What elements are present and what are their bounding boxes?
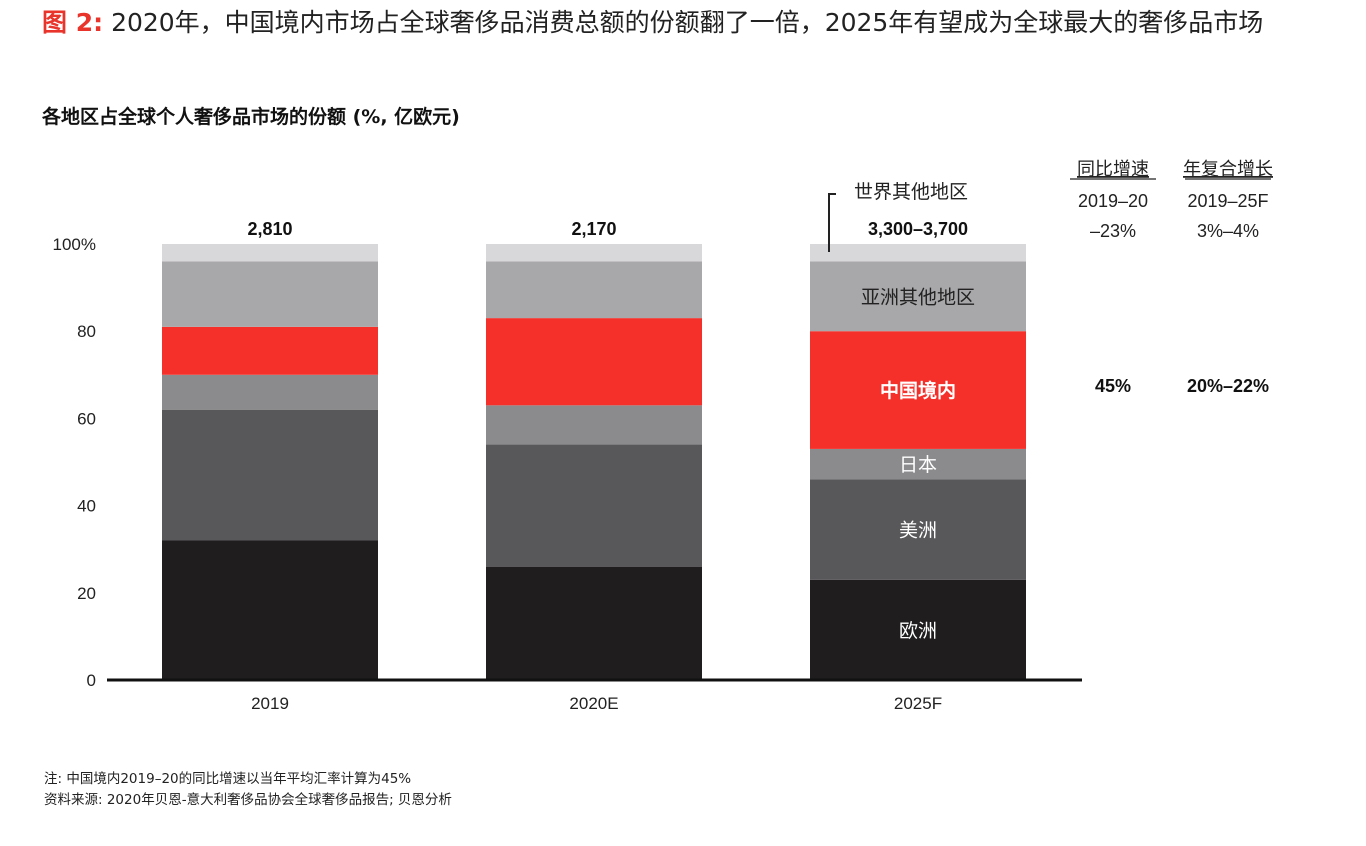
bar-segment-2020E-中国境内	[486, 318, 702, 406]
bar-segment-2020E-日本	[486, 405, 702, 445]
bar-segment-2019-亚洲其他地区	[162, 261, 378, 327]
bar-segment-2019-世界其他地区	[162, 244, 378, 262]
segment-label: 世界其他地区	[854, 181, 968, 203]
bar-segment-2020E-世界其他地区	[486, 244, 702, 262]
bar-segment-2020E-亚洲其他地区	[486, 261, 702, 319]
segment-label: 欧洲	[899, 620, 937, 642]
segment-label: 亚洲其他地区	[861, 286, 975, 308]
bar-segment-2019-中国境内	[162, 326, 378, 375]
footnote-source: 资料来源: 2020年贝恩-意大利奢侈品协会全球奢侈品报告; 贝恩分析	[44, 792, 452, 808]
bar-segment-2025F-日本	[810, 448, 1026, 480]
bar-segment-2020E-欧洲	[486, 566, 702, 680]
table-header: 年复合增长	[1183, 159, 1273, 179]
footnote-note: 注: 中国境内2019–20的同比增速以当年平均汇率计算为45%	[44, 771, 412, 787]
segment-label: 中国境内	[880, 379, 956, 402]
bar-segment-2025F-亚洲其他地区	[810, 261, 1026, 332]
y-tick-label: 80	[77, 322, 96, 341]
x-tick-label: 2025F	[894, 694, 942, 713]
y-tick-label: 40	[77, 497, 96, 516]
segment-label: 美洲	[899, 520, 937, 542]
bar-segment-2019-日本	[162, 374, 378, 410]
figure-title-text: 2020年，中国境内市场占全球奢侈品消费总额的份额翻了一倍，2025年有望成为全…	[111, 8, 1264, 37]
table-china-growth: 20%–22%	[1187, 376, 1269, 396]
bar-segment-2025F-欧洲	[810, 579, 1026, 680]
y-tick-label: 60	[77, 409, 96, 428]
figure-title: 图 2: 2020年，中国境内市场占全球奢侈品消费总额的份额翻了一倍，2025年…	[42, 4, 1332, 42]
table-total-growth: –23%	[1090, 221, 1136, 241]
y-tick-label: 20	[77, 584, 96, 603]
bar-segment-2020E-美洲	[486, 444, 702, 567]
x-tick-label: 2019	[251, 694, 289, 713]
segment-label: 日本	[899, 454, 937, 476]
bar-segment-2025F-中国境内	[810, 331, 1026, 449]
bar-segment-2025F-美洲	[810, 479, 1026, 580]
chart-title: 各地区占全球个人奢侈品市场的份额 (%, 亿欧元)	[42, 106, 460, 128]
table-period: 2019–25F	[1187, 191, 1268, 211]
y-tick-label: 100%	[53, 235, 96, 254]
bar-segment-2019-美洲	[162, 409, 378, 541]
x-tick-label: 2020E	[569, 694, 618, 713]
callout-bracket	[828, 193, 836, 252]
bar-total-label: 3,300–3,700	[868, 219, 968, 239]
table-period: 2019–20	[1078, 191, 1148, 211]
figure-number: 图 2:	[42, 8, 104, 37]
table-total-growth: 3%–4%	[1197, 221, 1259, 241]
table-china-growth: 45%	[1095, 376, 1131, 396]
bar-total-label: 2,810	[247, 219, 292, 239]
y-tick-label: 0	[87, 671, 96, 690]
table-header: 同比增速	[1077, 159, 1149, 179]
bar-segment-2025F-世界其他地区	[810, 244, 1026, 262]
bar-total-label: 2,170	[571, 219, 616, 239]
bar-segment-2019-欧洲	[162, 540, 378, 680]
